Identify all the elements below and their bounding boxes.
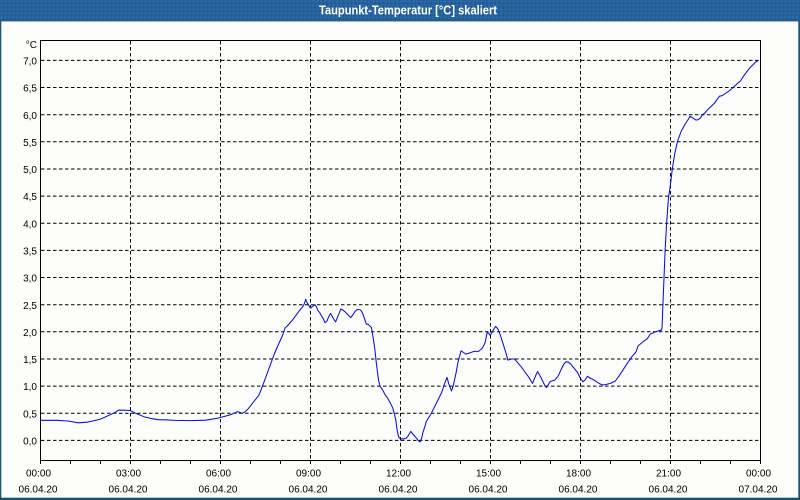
svg-text:3,0: 3,0 <box>23 274 37 285</box>
svg-text:3,5: 3,5 <box>23 247 37 258</box>
svg-text:7,0: 7,0 <box>23 57 37 68</box>
svg-text:1,5: 1,5 <box>23 355 37 366</box>
svg-text:2,5: 2,5 <box>23 301 37 312</box>
svg-text:00:00: 00:00 <box>26 469 51 480</box>
svg-text:4,0: 4,0 <box>23 219 37 230</box>
svg-text:2,0: 2,0 <box>23 328 37 339</box>
svg-text:06.04.20: 06.04.20 <box>199 485 238 496</box>
svg-text:06.04.20: 06.04.20 <box>469 485 508 496</box>
svg-text:4,5: 4,5 <box>23 192 37 203</box>
svg-text:15:00: 15:00 <box>476 469 501 480</box>
svg-text:0,5: 0,5 <box>23 409 37 420</box>
svg-text:09:00: 09:00 <box>296 469 321 480</box>
svg-text:°C: °C <box>26 40 37 51</box>
svg-text:6,5: 6,5 <box>23 84 37 95</box>
svg-text:07.04.20: 07.04.20 <box>739 485 778 496</box>
svg-text:Taupunkt-Temperatur [°C] skali: Taupunkt-Temperatur [°C] skaliert <box>319 2 498 17</box>
svg-text:00:00: 00:00 <box>746 469 771 480</box>
svg-text:0,0: 0,0 <box>23 437 37 448</box>
svg-text:1,0: 1,0 <box>23 382 37 393</box>
svg-text:6,0: 6,0 <box>23 111 37 122</box>
svg-text:06.04.20: 06.04.20 <box>19 485 58 496</box>
svg-text:03:00: 03:00 <box>116 469 141 480</box>
svg-text:06.04.20: 06.04.20 <box>289 485 328 496</box>
svg-text:06:00: 06:00 <box>206 469 231 480</box>
svg-text:06.04.20: 06.04.20 <box>379 485 418 496</box>
svg-text:5,5: 5,5 <box>23 138 37 149</box>
svg-text:5,0: 5,0 <box>23 165 37 176</box>
svg-text:18:00: 18:00 <box>566 469 591 480</box>
svg-text:06.04.20: 06.04.20 <box>649 485 688 496</box>
svg-text:06.04.20: 06.04.20 <box>559 485 598 496</box>
svg-text:12:00: 12:00 <box>386 469 411 480</box>
svg-text:06.04.20: 06.04.20 <box>109 485 148 496</box>
svg-text:21:00: 21:00 <box>656 469 681 480</box>
